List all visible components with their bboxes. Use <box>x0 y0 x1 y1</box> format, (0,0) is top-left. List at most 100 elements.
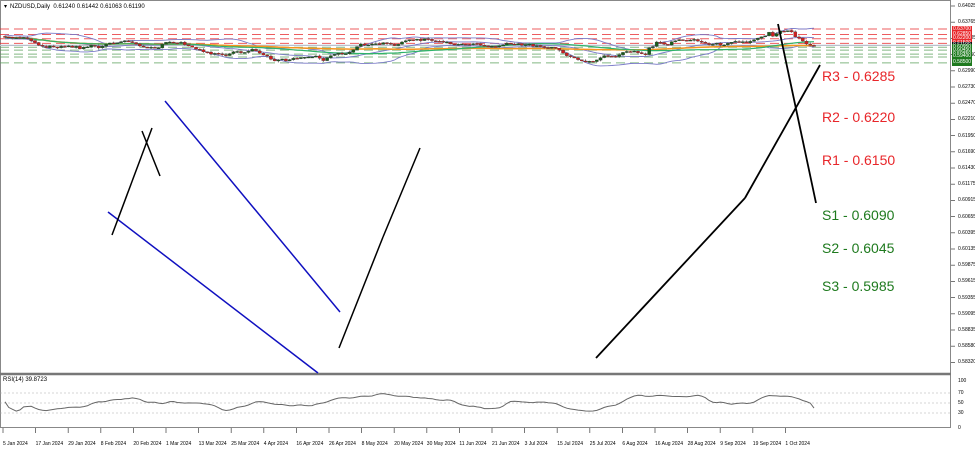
candle <box>493 46 498 48</box>
rsi-tick-label: 50 <box>958 400 964 406</box>
candle <box>572 56 577 59</box>
candle <box>546 47 550 49</box>
date-tick-label: 9 Sep 2024 <box>720 441 746 447</box>
candle <box>658 42 663 44</box>
candle <box>639 52 644 54</box>
candle <box>632 50 636 53</box>
candle <box>269 55 273 60</box>
trendline[interactable] <box>777 23 817 204</box>
candle <box>602 55 607 58</box>
date-tick-label: 19 Sep 2024 <box>752 441 782 447</box>
candle <box>171 41 176 44</box>
candle <box>490 46 494 48</box>
candle <box>216 53 221 55</box>
candle <box>287 59 292 62</box>
candle <box>111 42 116 45</box>
rsi-title: RSI(14) 39.8723 <box>3 377 48 383</box>
trendline[interactable] <box>141 130 161 177</box>
candle <box>756 37 760 40</box>
candle <box>804 41 809 45</box>
plot-frame <box>0 0 951 428</box>
candle <box>418 38 423 41</box>
candle <box>456 44 460 46</box>
candle <box>673 40 678 42</box>
date-tick-label: 29 Jan 2024 <box>68 441 96 447</box>
candle <box>265 54 269 57</box>
candle <box>789 30 794 33</box>
candle <box>793 31 798 37</box>
candle <box>812 45 816 47</box>
candle <box>587 61 592 63</box>
date-tick-label: 16 Apr 2024 <box>296 441 324 447</box>
candle <box>104 44 108 47</box>
trendline[interactable] <box>595 197 746 359</box>
date-tick-label: 25 Jul 2024 <box>589 441 616 447</box>
candle <box>475 43 479 45</box>
candle <box>422 38 427 41</box>
trendline[interactable] <box>338 236 384 349</box>
candle <box>78 46 82 50</box>
channel-upper-line[interactable] <box>164 100 341 313</box>
candle <box>741 41 745 43</box>
candle <box>44 46 48 48</box>
candle <box>389 43 393 45</box>
candle <box>96 45 101 49</box>
candle <box>448 42 453 45</box>
candle <box>478 43 483 46</box>
candle <box>696 39 700 42</box>
price-tick-label: 0.62990 <box>958 67 975 74</box>
date-tick-label: 1 Oct 2024 <box>785 441 810 447</box>
candle <box>6 36 11 39</box>
candle <box>119 41 123 43</box>
candle <box>235 51 239 53</box>
candle <box>145 46 150 49</box>
candle <box>198 48 202 51</box>
candle <box>404 40 408 43</box>
candle <box>359 43 363 47</box>
channel-lower-line[interactable] <box>107 211 319 374</box>
candle <box>797 36 801 39</box>
price-tick-label: 0.63765 <box>958 19 975 26</box>
candle <box>314 55 318 58</box>
candle <box>452 43 457 46</box>
date-tick-label: 4 Apr 2024 <box>263 441 288 447</box>
candle <box>692 39 696 41</box>
price-tick-label: 0.62470 <box>958 100 975 107</box>
price-tick-label: 0.62210 <box>958 116 975 123</box>
candle <box>242 52 247 54</box>
price-tick-label: 0.61690 <box>958 148 975 155</box>
candle <box>737 41 741 43</box>
candle <box>250 49 254 52</box>
date-tick-label: 20 Feb 2024 <box>133 441 162 447</box>
trendline[interactable] <box>111 127 153 236</box>
candle <box>272 59 277 62</box>
price-tick-label: 0.59355 <box>958 294 975 301</box>
candle <box>168 41 172 44</box>
candle <box>460 43 464 46</box>
candle <box>722 44 726 47</box>
rsi-curve <box>4 393 815 412</box>
candle <box>669 41 674 46</box>
trendline[interactable] <box>744 64 821 199</box>
date-tick-label: 13 Mar 2024 <box>198 441 227 447</box>
candle <box>302 57 307 59</box>
trend-drawings[interactable] <box>107 23 821 374</box>
candle <box>565 52 569 56</box>
candle <box>411 39 415 41</box>
candle <box>501 44 505 47</box>
candle <box>557 48 562 51</box>
candle <box>568 55 573 57</box>
candle <box>647 47 651 55</box>
candle <box>628 51 633 53</box>
candle <box>108 42 112 45</box>
price-tick-label: 0.60655 <box>958 213 975 220</box>
date-tick-label: 30 May 2024 <box>426 441 456 447</box>
price-tick-label: 0.60395 <box>958 229 975 236</box>
candle <box>25 37 30 39</box>
ohlc-values: 0.61240 0.61442 0.61063 0.61190 <box>53 4 145 10</box>
candle <box>81 47 86 50</box>
dropdown-triangle-icon[interactable]: ▾ <box>4 4 8 10</box>
trendline[interactable] <box>382 147 421 238</box>
candle <box>332 54 337 56</box>
